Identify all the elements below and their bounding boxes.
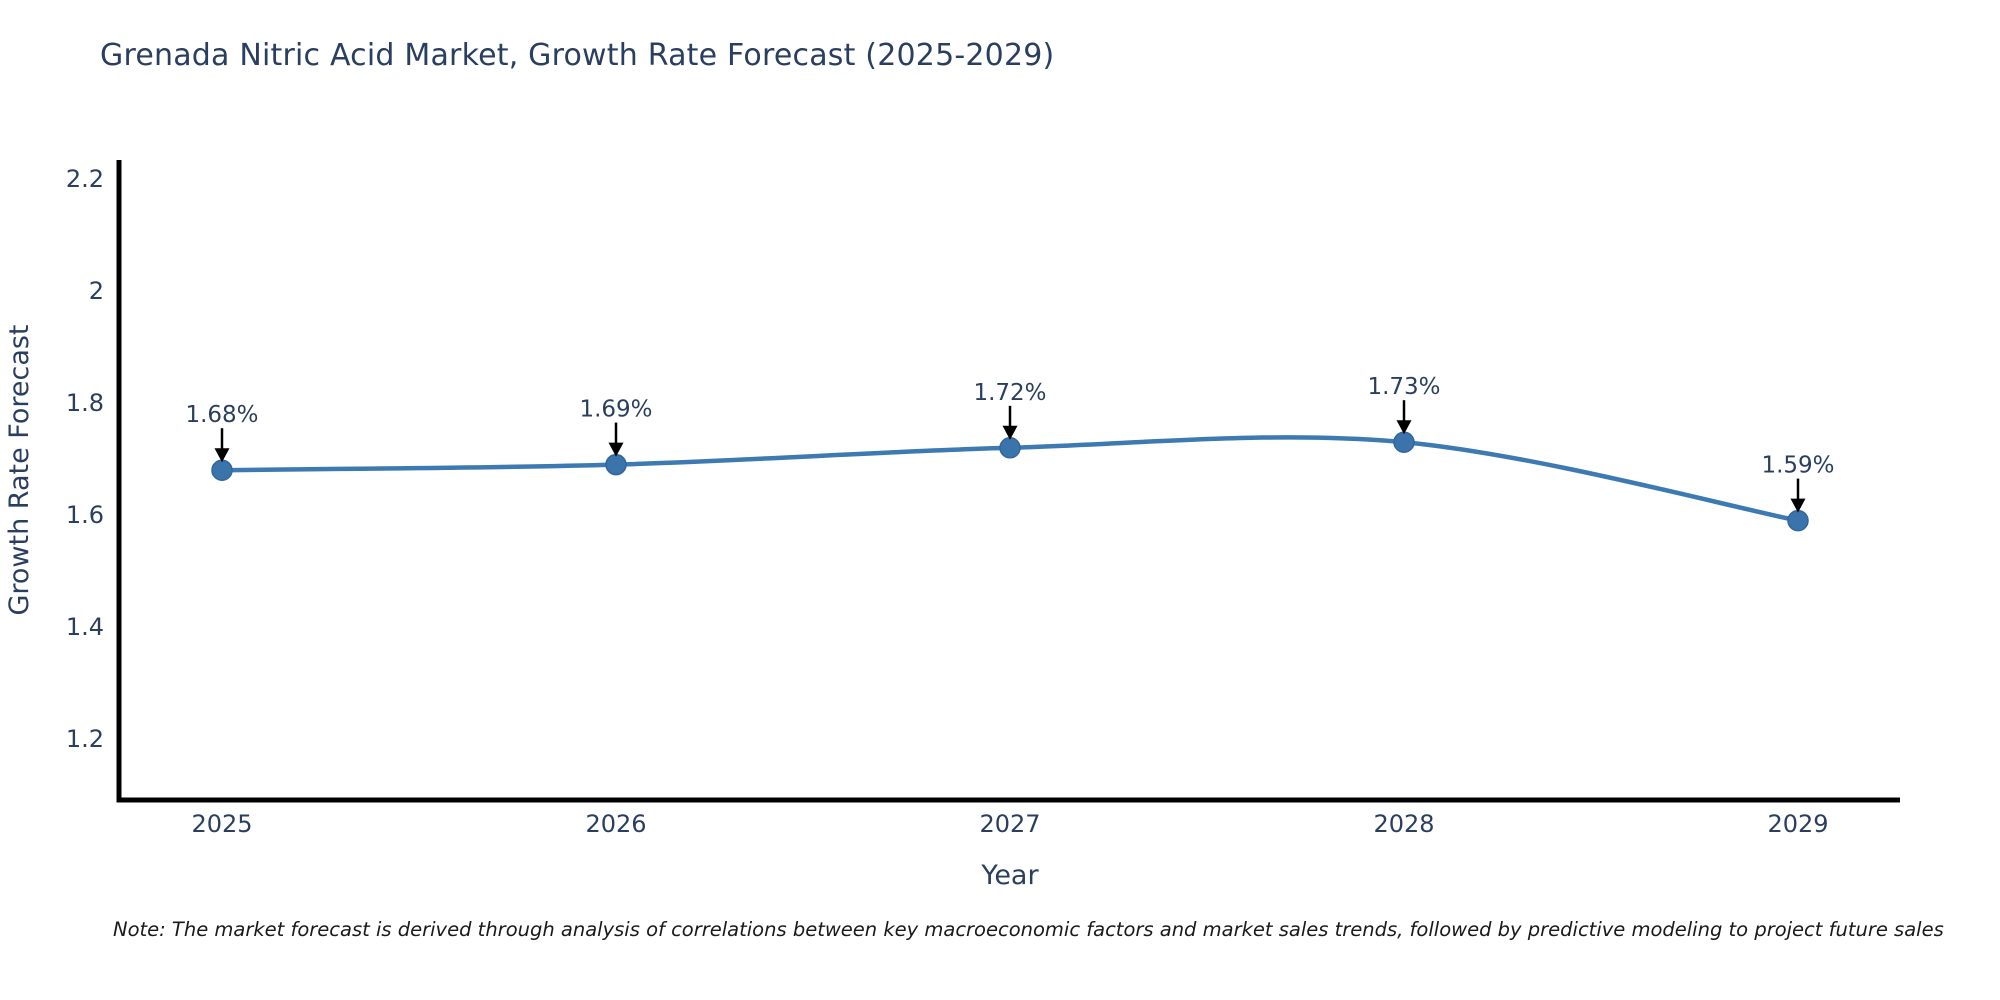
point-value-label: 1.69%	[579, 397, 652, 423]
data-point-2026	[605, 453, 627, 476]
data-point-2029	[1787, 509, 1809, 532]
x-tick-label: 2027	[979, 810, 1040, 838]
data-point-2028	[1393, 431, 1415, 453]
y-tick-label: 1.2	[66, 725, 104, 753]
point-value-label: 1.68%	[185, 402, 258, 428]
point-value-label: 1.59%	[1761, 453, 1834, 479]
x-axis-title: Year	[980, 860, 1039, 891]
annotations-layer: 1.68% 1.69% 1.72% 1.73% 1.59%	[185, 374, 1835, 513]
x-tick-label: 2028	[1373, 810, 1434, 838]
annotation-arrowhead-icon	[1790, 498, 1806, 513]
annotation-arrowhead-icon	[214, 448, 230, 463]
series-layer	[211, 431, 1809, 532]
x-tick-label: 2026	[585, 810, 646, 838]
y-tick-label: 2.2	[66, 165, 104, 193]
x-tick-label: 2029	[1767, 810, 1828, 838]
annotation-arrowhead-icon	[1002, 425, 1018, 440]
point-value-label: 1.73%	[1367, 374, 1440, 400]
annotation-arrowhead-icon	[1396, 420, 1412, 435]
footnote: Note: The market forecast is derived thr…	[113, 918, 1944, 941]
chart-title: Grenada Nitric Acid Market, Growth Rate …	[100, 38, 1055, 73]
data-point-2027	[999, 437, 1021, 459]
annotation-arrowhead-icon	[608, 442, 624, 457]
data-point-2025	[211, 459, 233, 481]
y-tick-label: 1.8	[66, 389, 104, 417]
y-tick-label: 1.4	[66, 613, 104, 641]
axes-layer: 2.2 2 1.8 1.6 1.4 1.2 2025 2026 2027 2028 2029	[66, 160, 1900, 838]
point-value-label: 1.72%	[973, 380, 1046, 406]
y-tick-label: 2	[89, 277, 104, 305]
y-tick-label: 1.6	[66, 501, 104, 529]
x-tick-label: 2025	[191, 810, 252, 838]
y-axis-title: Growth Rate Forecast	[4, 324, 35, 615]
